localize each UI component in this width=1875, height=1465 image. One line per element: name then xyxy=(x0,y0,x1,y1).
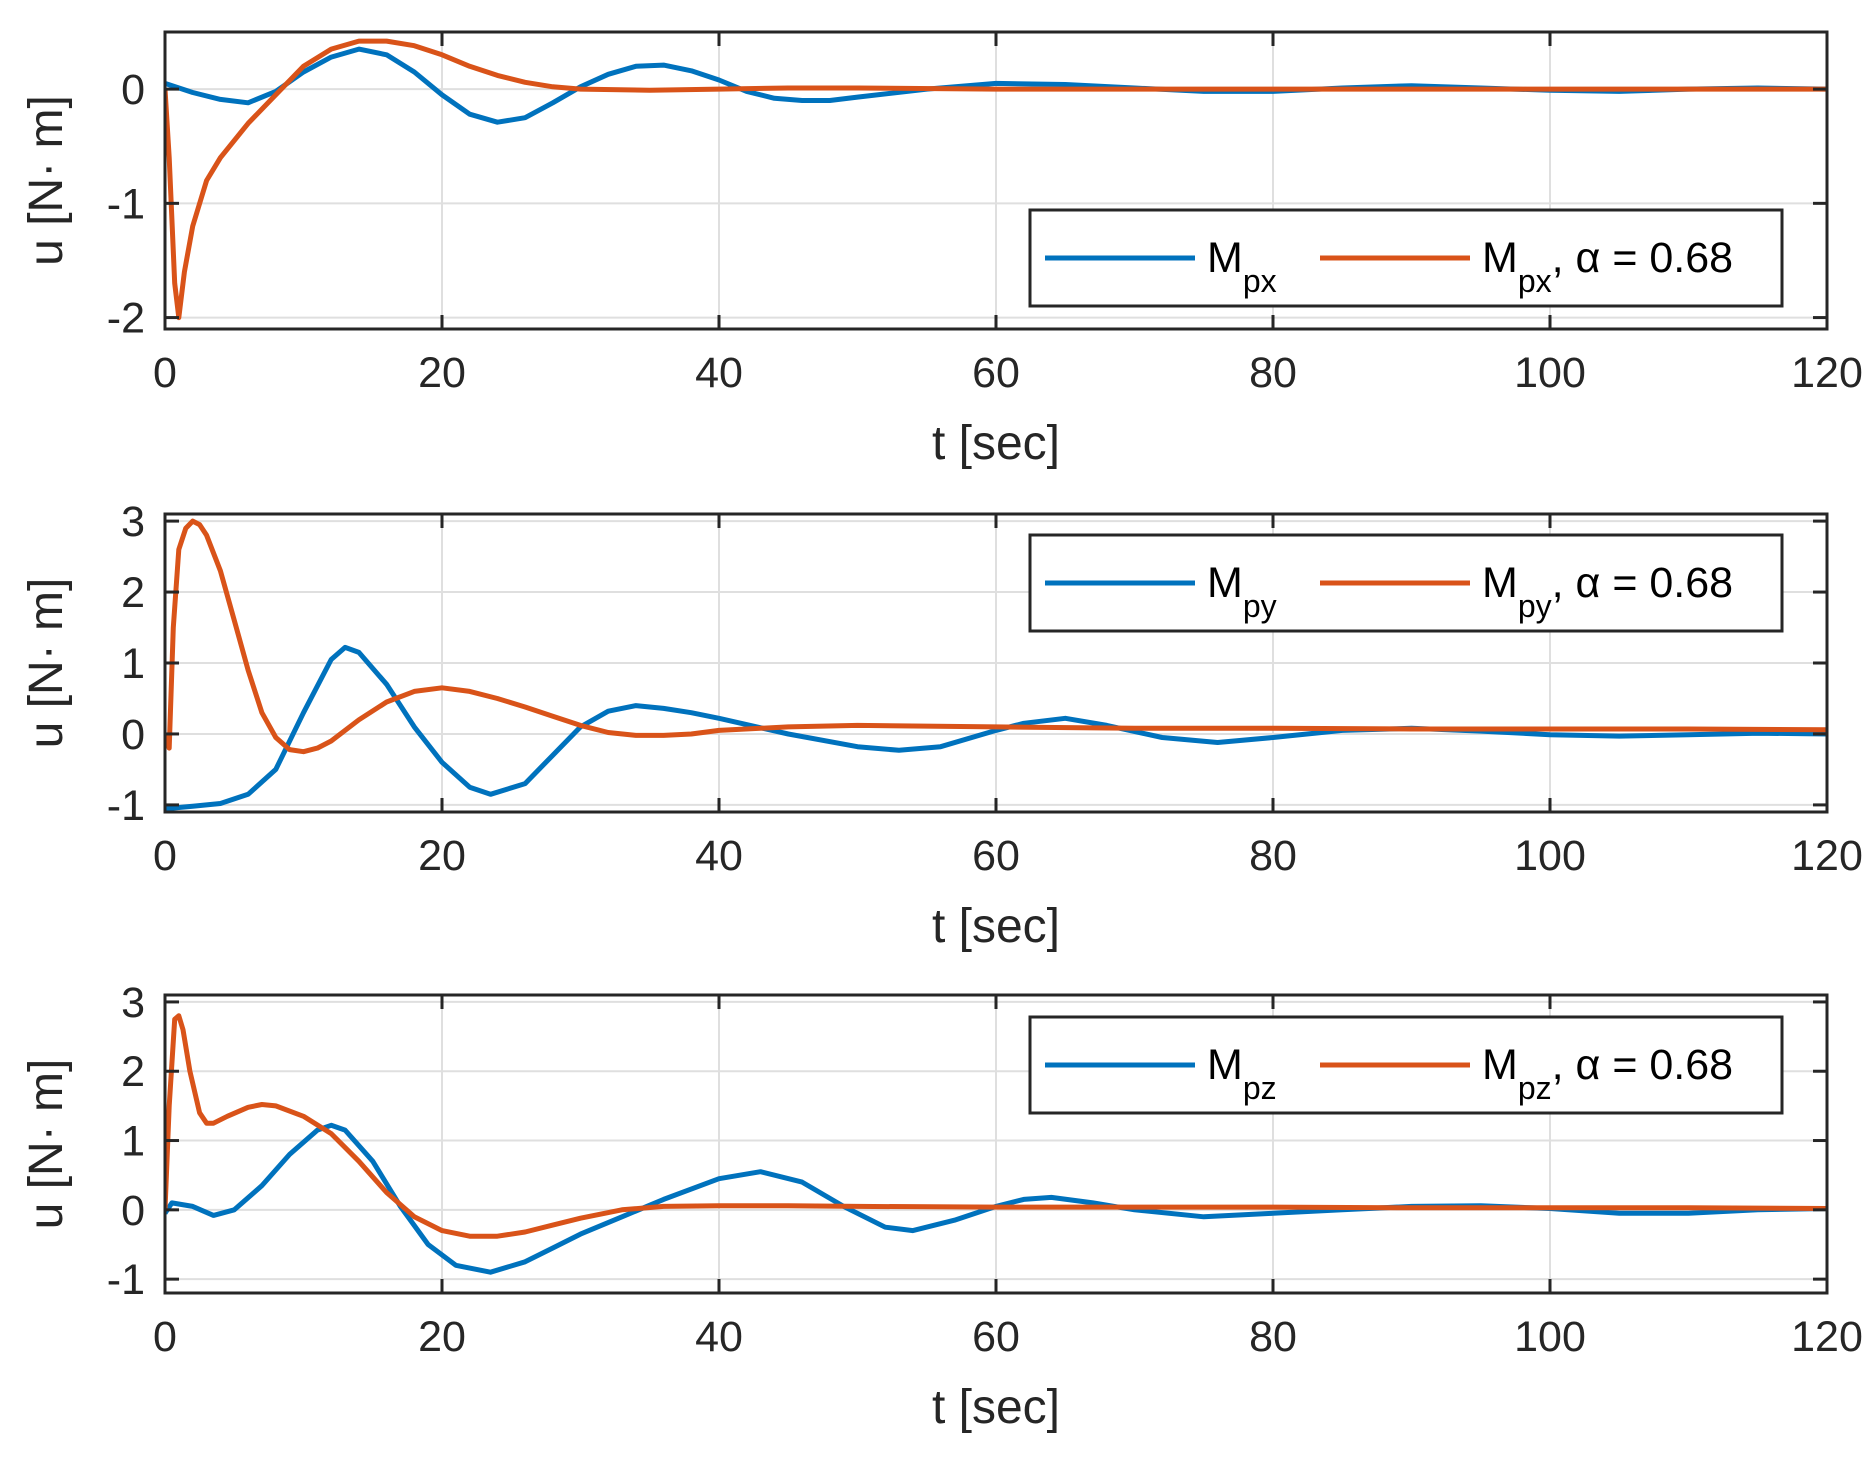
x-axis-label: t [sec] xyxy=(932,900,1060,953)
legend-label: Mpz xyxy=(1207,1041,1277,1106)
subplot-1: 0 20 40 60 80 100 120-2-10t [sec]u [N· m] Mpx Mp… xyxy=(20,30,1863,470)
y-tick-label: 0 xyxy=(121,1187,145,1235)
y-tick-label: -2 xyxy=(107,295,145,343)
x-tick-label: 120 xyxy=(1791,349,1863,397)
y-tick-label: -1 xyxy=(107,1256,145,1304)
legend-label: Mpx xyxy=(1207,234,1277,299)
x-tick-label: 20 xyxy=(418,832,466,880)
x-axis-label: t [sec] xyxy=(932,417,1060,470)
series-line-fractional xyxy=(165,38,1827,321)
x-tick-label: 120 xyxy=(1791,832,1863,880)
x-tick-label: 60 xyxy=(972,832,1020,880)
x-tick-label: 80 xyxy=(1249,832,1297,880)
x-tick-label: 100 xyxy=(1514,349,1586,397)
legend-label: Mpy xyxy=(1207,559,1277,624)
legend-label: Mpz, α = 0.68 xyxy=(1482,1041,1733,1106)
legend-label: Mpy, α = 0.68 xyxy=(1482,559,1733,624)
x-tick-label: 40 xyxy=(695,1313,743,1361)
y-tick-label: 0 xyxy=(121,711,145,759)
y-tick-label: 2 xyxy=(121,1048,145,1096)
x-tick-label: 100 xyxy=(1514,832,1586,880)
y-tick-label: 2 xyxy=(121,569,145,617)
x-tick-label: 60 xyxy=(972,1313,1020,1361)
y-tick-label: 1 xyxy=(121,640,145,688)
y-tick-label: -1 xyxy=(107,782,145,830)
y-axis-label: u [N· m] xyxy=(20,95,73,266)
x-tick-label: 0 xyxy=(153,349,177,397)
y-tick-label: 3 xyxy=(121,979,145,1027)
x-tick-label: 100 xyxy=(1514,1313,1586,1361)
x-tick-label: 120 xyxy=(1791,1313,1863,1361)
legend-label: Mpx, α = 0.68 xyxy=(1482,234,1733,299)
legend: Mpx Mpx, α = 0.68 xyxy=(1028,208,1784,308)
series-line-fractional xyxy=(165,1013,1827,1239)
y-axis-label: u [N· m] xyxy=(20,1059,73,1230)
x-tick-label: 80 xyxy=(1249,1313,1297,1361)
legend: Mpy Mpy, α = 0.68 xyxy=(1028,533,1784,633)
x-tick-label: 60 xyxy=(972,349,1020,397)
x-tick-label: 0 xyxy=(153,1313,177,1361)
x-tick-label: 40 xyxy=(695,349,743,397)
x-tick-label: 20 xyxy=(418,1313,466,1361)
series-line-fractional xyxy=(165,518,1827,755)
y-tick-label: 0 xyxy=(121,66,145,114)
x-tick-label: 40 xyxy=(695,832,743,880)
x-tick-label: 0 xyxy=(153,832,177,880)
x-tick-label: 80 xyxy=(1249,349,1297,397)
x-axis-label: t [sec] xyxy=(932,1381,1060,1434)
y-tick-label: -1 xyxy=(107,180,145,228)
y-tick-label: 3 xyxy=(121,498,145,546)
legend: Mpz Mpz, α = 0.68 xyxy=(1028,1015,1784,1115)
y-tick-label: 1 xyxy=(121,1118,145,1166)
x-tick-label: 20 xyxy=(418,349,466,397)
y-axis-label: u [N· m] xyxy=(20,578,73,749)
